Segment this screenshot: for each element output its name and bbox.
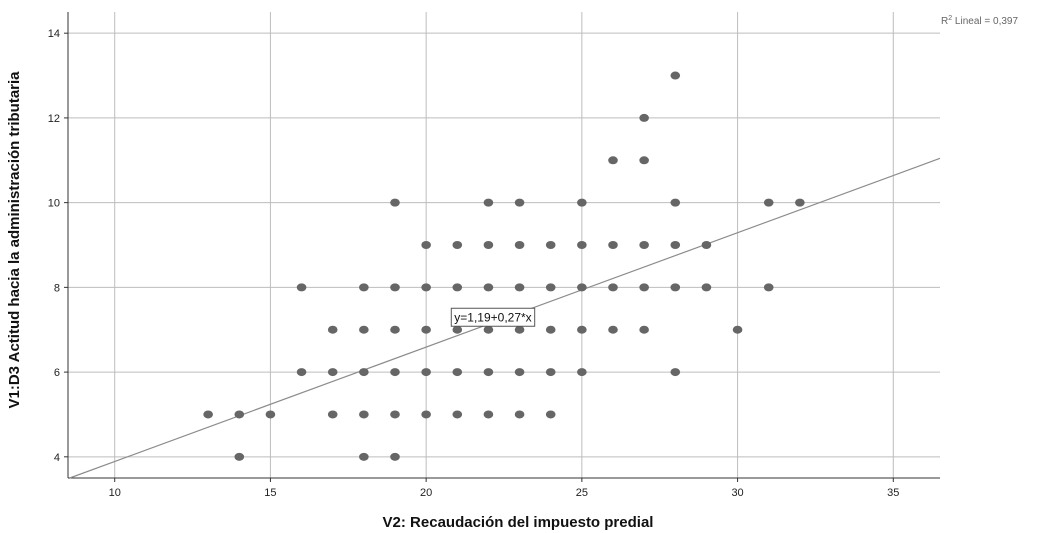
data-point	[514, 368, 525, 377]
r2-superscript: 2	[948, 15, 952, 22]
x-tick-label: 30	[731, 487, 743, 499]
y-tick-label: 8	[54, 282, 60, 294]
data-point	[545, 368, 556, 377]
data-point	[421, 410, 431, 419]
data-point	[327, 325, 338, 334]
data-point	[608, 325, 618, 334]
data-point	[545, 325, 556, 334]
data-point	[234, 452, 245, 461]
grid-lines	[68, 12, 940, 478]
data-point	[514, 283, 525, 292]
data-point	[390, 368, 400, 377]
data-point	[639, 113, 649, 122]
data-point	[545, 283, 556, 292]
data-point	[514, 325, 525, 334]
x-tick-label: 20	[420, 487, 432, 499]
data-point	[390, 410, 400, 419]
data-point	[577, 368, 587, 377]
x-tick-label: 25	[576, 487, 588, 499]
data-point	[763, 283, 774, 292]
x-axis-title: V2: Recaudación del impuesto predial	[383, 514, 654, 531]
y-tick-label: 4	[54, 452, 60, 464]
data-point	[390, 283, 400, 292]
data-point	[421, 368, 431, 377]
r2-label: R2 Lineal = 0,397	[941, 15, 1018, 27]
data-point	[359, 410, 369, 419]
data-point	[795, 198, 805, 207]
data-point	[327, 410, 338, 419]
data-point	[452, 325, 463, 334]
axes	[64, 12, 940, 482]
x-tick-label: 35	[887, 487, 899, 499]
data-point	[203, 410, 213, 419]
data-point	[577, 283, 587, 292]
data-point	[514, 198, 525, 207]
data-point	[421, 241, 431, 249]
data-point	[296, 368, 307, 377]
y-tick-label: 6	[54, 367, 60, 379]
data-point	[483, 241, 494, 249]
x-tick-labels: 10 15 20 25 30 35	[109, 487, 900, 499]
data-point	[483, 325, 494, 334]
data-point	[545, 410, 556, 419]
data-point	[670, 283, 681, 292]
data-point	[390, 452, 400, 461]
data-point	[483, 198, 494, 207]
data-point	[359, 325, 369, 334]
data-points	[203, 71, 805, 461]
data-point	[452, 241, 463, 249]
data-point	[483, 368, 494, 377]
data-point	[483, 283, 494, 292]
data-point	[483, 410, 494, 419]
data-point	[327, 368, 338, 377]
r2-text: Lineal = 0,397	[952, 16, 1018, 27]
data-point	[732, 325, 743, 334]
data-point	[670, 71, 681, 80]
x-tick-label: 15	[264, 487, 276, 499]
data-point	[670, 198, 681, 207]
data-point	[234, 410, 245, 419]
data-point	[514, 241, 525, 249]
data-point	[452, 283, 463, 292]
data-point	[608, 241, 618, 249]
data-point	[608, 156, 618, 165]
equation-label: y=1,19+0,27*x	[454, 310, 531, 324]
data-point	[763, 198, 774, 207]
equation-box: y=1,19+0,27*x	[450, 307, 536, 327]
data-point	[421, 283, 431, 292]
data-point	[577, 241, 587, 249]
data-point	[452, 410, 463, 419]
x-tick-label: 10	[109, 487, 121, 499]
y-axis-title: V1:D3 Actitud hacia la administración tr…	[6, 71, 23, 409]
data-point	[608, 283, 618, 292]
data-point	[670, 241, 681, 249]
y-tick-label: 14	[48, 28, 60, 40]
data-point	[577, 198, 587, 207]
data-point	[514, 410, 525, 419]
data-point	[639, 283, 649, 292]
data-point	[359, 452, 369, 461]
data-point	[452, 368, 463, 377]
r2-prefix: R	[941, 16, 948, 27]
data-point	[545, 241, 556, 249]
data-point	[296, 283, 307, 292]
data-point	[639, 241, 649, 249]
data-point	[390, 325, 400, 334]
equation-box-border	[450, 307, 536, 327]
data-point	[577, 325, 587, 334]
data-point	[265, 410, 276, 419]
data-point	[670, 368, 681, 377]
y-tick-label: 10	[48, 198, 60, 210]
y-tick-label: 12	[48, 113, 60, 125]
data-point	[359, 368, 369, 377]
y-tick-labels: 4 6 8 10 12 14	[48, 28, 60, 464]
data-point	[701, 241, 712, 249]
data-point	[701, 283, 712, 292]
data-point	[390, 198, 400, 207]
data-point	[639, 325, 649, 334]
data-point	[421, 325, 431, 334]
data-point	[359, 283, 369, 292]
data-point	[639, 156, 649, 165]
